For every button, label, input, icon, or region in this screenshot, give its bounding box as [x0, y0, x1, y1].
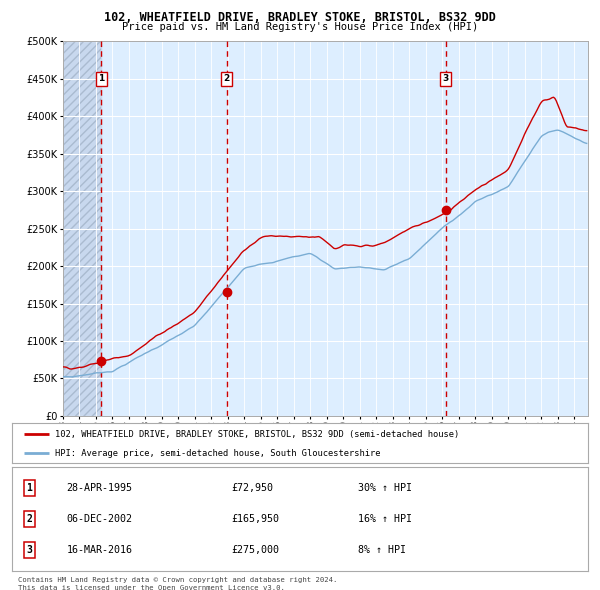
Text: £275,000: £275,000 — [231, 545, 279, 555]
Text: 3: 3 — [443, 74, 449, 83]
Text: 1: 1 — [98, 74, 104, 83]
Text: £72,950: £72,950 — [231, 483, 273, 493]
Text: 102, WHEATFIELD DRIVE, BRADLEY STOKE, BRISTOL, BS32 9DD (semi-detached house): 102, WHEATFIELD DRIVE, BRADLEY STOKE, BR… — [55, 430, 460, 439]
Bar — [63, 41, 101, 416]
Text: 1: 1 — [26, 483, 32, 493]
Text: Contains HM Land Registry data © Crown copyright and database right 2024.: Contains HM Land Registry data © Crown c… — [18, 577, 337, 583]
Text: 102, WHEATFIELD DRIVE, BRADLEY STOKE, BRISTOL, BS32 9DD: 102, WHEATFIELD DRIVE, BRADLEY STOKE, BR… — [104, 11, 496, 24]
Text: 28-APR-1995: 28-APR-1995 — [67, 483, 133, 493]
Text: HPI: Average price, semi-detached house, South Gloucestershire: HPI: Average price, semi-detached house,… — [55, 448, 381, 458]
Text: 16-MAR-2016: 16-MAR-2016 — [67, 545, 133, 555]
Text: 2: 2 — [26, 514, 32, 524]
Text: Price paid vs. HM Land Registry's House Price Index (HPI): Price paid vs. HM Land Registry's House … — [122, 22, 478, 32]
Text: 2: 2 — [223, 74, 230, 83]
Text: 8% ↑ HPI: 8% ↑ HPI — [358, 545, 406, 555]
Bar — [63, 41, 101, 416]
Text: 06-DEC-2002: 06-DEC-2002 — [67, 514, 133, 524]
Text: 3: 3 — [26, 545, 32, 555]
Text: 30% ↑ HPI: 30% ↑ HPI — [358, 483, 412, 493]
Text: £165,950: £165,950 — [231, 514, 279, 524]
Text: 16% ↑ HPI: 16% ↑ HPI — [358, 514, 412, 524]
Text: This data is licensed under the Open Government Licence v3.0.: This data is licensed under the Open Gov… — [18, 585, 285, 590]
